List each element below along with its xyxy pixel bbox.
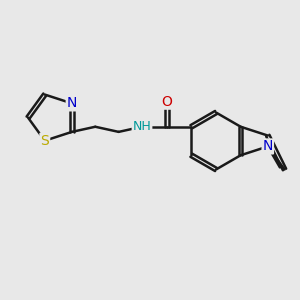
Text: S: S bbox=[40, 134, 49, 148]
Text: N: N bbox=[67, 96, 77, 110]
Text: N: N bbox=[262, 140, 273, 153]
Text: O: O bbox=[162, 95, 172, 109]
Text: NH: NH bbox=[133, 120, 152, 133]
